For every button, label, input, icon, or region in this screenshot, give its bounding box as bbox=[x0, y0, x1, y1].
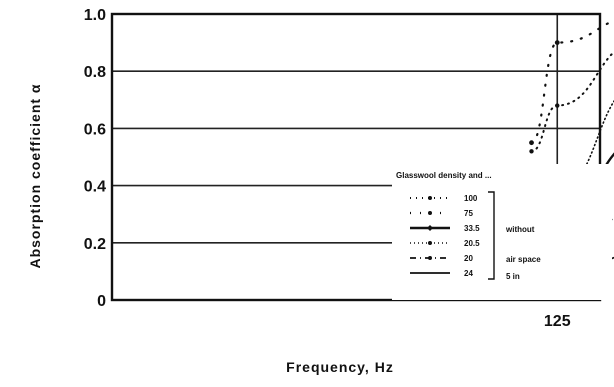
y-tick-label: 0 bbox=[97, 293, 106, 310]
legend-marker bbox=[428, 211, 432, 215]
legend-entry-label: 24 bbox=[464, 269, 473, 278]
legend-entry-label: 20.5 bbox=[464, 239, 480, 248]
legend-group-label: air space bbox=[506, 255, 541, 264]
legend-marker bbox=[428, 256, 432, 260]
legend-title: Glasswool density and ... bbox=[396, 171, 492, 180]
legend: Glasswool density and ... 100 75 33.5 20.5 20… bbox=[392, 164, 612, 300]
y-tick-label: 0.4 bbox=[84, 179, 106, 196]
tick-labels: 1252505001K2K4K00.20.40.60.81.0 bbox=[84, 7, 571, 330]
legend-entry-label: 33.5 bbox=[464, 224, 480, 233]
x-tick-label: 125 bbox=[544, 313, 571, 330]
legend-entry-label: 20 bbox=[464, 254, 473, 263]
y-axis-label: Absorption coefficient α bbox=[27, 83, 43, 268]
legend-box bbox=[392, 164, 612, 300]
legend-marker bbox=[428, 196, 432, 200]
legend-marker bbox=[428, 241, 432, 245]
y-tick-label: 0.6 bbox=[84, 121, 106, 138]
legend-entry-label: 75 bbox=[464, 209, 473, 218]
series-line-2 bbox=[530, 19, 614, 144]
y-tick-label: 1.0 bbox=[84, 7, 106, 24]
legend-group-label: 5 in bbox=[506, 272, 520, 281]
plot-border bbox=[110, 12, 602, 302]
y-tick-label: 0.8 bbox=[84, 64, 106, 81]
legend-entry-label: 100 bbox=[464, 194, 478, 203]
legend-marker bbox=[427, 225, 433, 231]
x-axis-label: Frequency, Hz bbox=[286, 359, 394, 375]
series-point-2 bbox=[554, 40, 560, 45]
series-point-2 bbox=[529, 140, 534, 146]
series-point-1 bbox=[529, 149, 534, 154]
series-point-1 bbox=[555, 103, 560, 108]
legend-group-label: without bbox=[505, 225, 535, 234]
y-tick-label: 0.2 bbox=[84, 236, 106, 253]
plot-frame bbox=[110, 12, 602, 302]
legend-bracket bbox=[488, 191, 495, 280]
